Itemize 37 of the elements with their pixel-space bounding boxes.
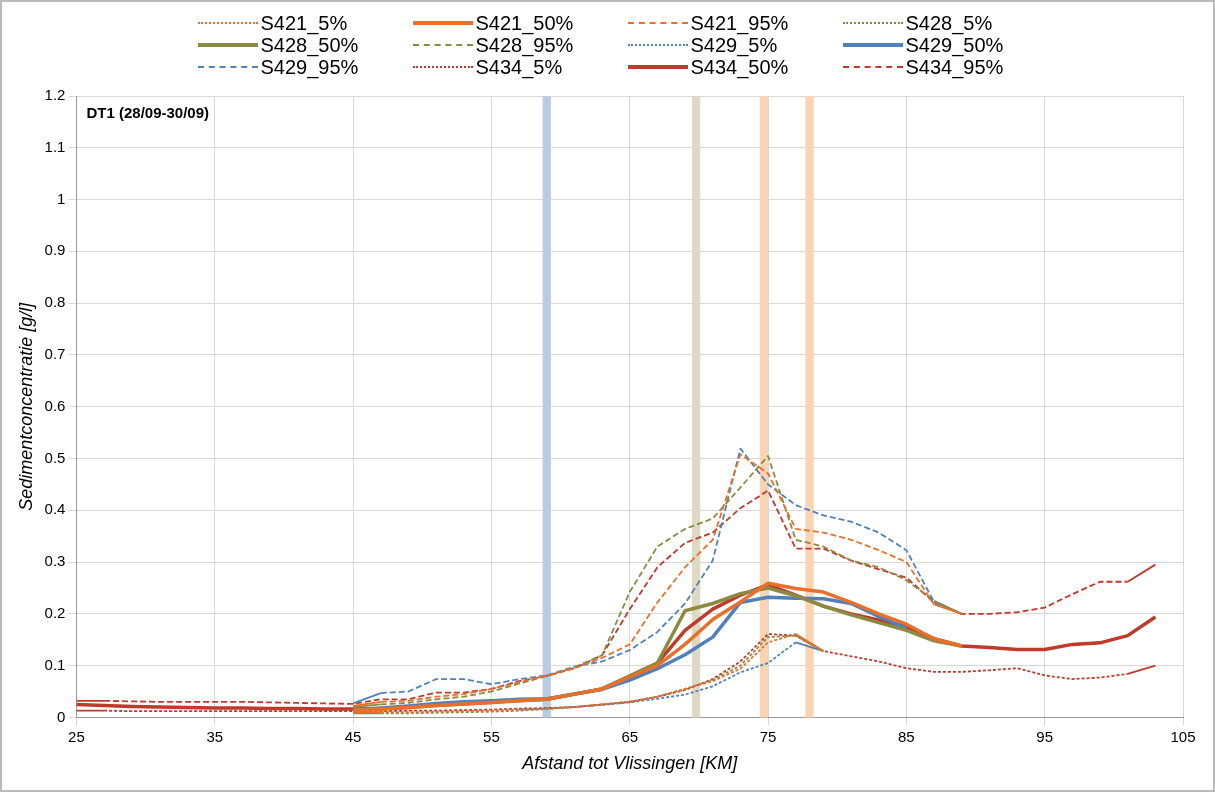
y-tick-label: 0 (57, 707, 66, 725)
legend-label: S429_5% (690, 34, 778, 56)
legend-label: S421_95% (690, 12, 789, 34)
legend-label: S428_50% (260, 34, 359, 56)
y-tick-label: 0.1 (44, 655, 66, 673)
legend-label: S428_5% (905, 12, 993, 34)
x-tick-label: 55 (483, 727, 500, 745)
y-tick-label: 0.8 (44, 293, 66, 311)
y-tick-label: 0.3 (44, 552, 66, 570)
y-tick-label: 1.1 (44, 137, 66, 155)
annotation: DT1 (28/09-30/09) (86, 103, 210, 121)
x-tick-label: 65 (621, 727, 639, 745)
legend-label: S421_5% (260, 12, 348, 34)
x-tick-label: 105 (1170, 727, 1196, 745)
legend-label: S429_95% (260, 56, 359, 78)
y-tick-label: 1.2 (44, 86, 66, 104)
y-tick-label: 0.2 (44, 603, 66, 621)
y-axis-title: Sedimentconcentratie [g/l] (15, 301, 36, 511)
x-tick-label: 35 (206, 727, 224, 745)
legend-label: S429_50% (905, 34, 1004, 56)
x-tick-label: 25 (68, 727, 85, 745)
y-tick-label: 0.9 (44, 241, 66, 259)
legend-label: S434_50% (690, 56, 789, 78)
y-tick-label: 0.7 (44, 345, 66, 363)
x-tick-label: 45 (344, 727, 362, 745)
y-tick-label: 0.5 (44, 448, 66, 466)
x-tick-label: 85 (898, 727, 915, 745)
legend-label: S434_95% (905, 56, 1004, 78)
x-tick-label: 75 (759, 727, 777, 745)
y-tick-label: 0.6 (44, 396, 66, 414)
x-axis-title: Afstand tot Vlissingen [KM] (521, 753, 739, 774)
y-tick-label: 1 (57, 189, 66, 207)
legend-label: S428_95% (475, 34, 574, 56)
legend-label: S434_5% (475, 56, 563, 78)
y-tick-label: 0.4 (44, 500, 66, 518)
legend-label: S421_50% (475, 12, 574, 34)
x-tick-label: 95 (1036, 727, 1054, 745)
